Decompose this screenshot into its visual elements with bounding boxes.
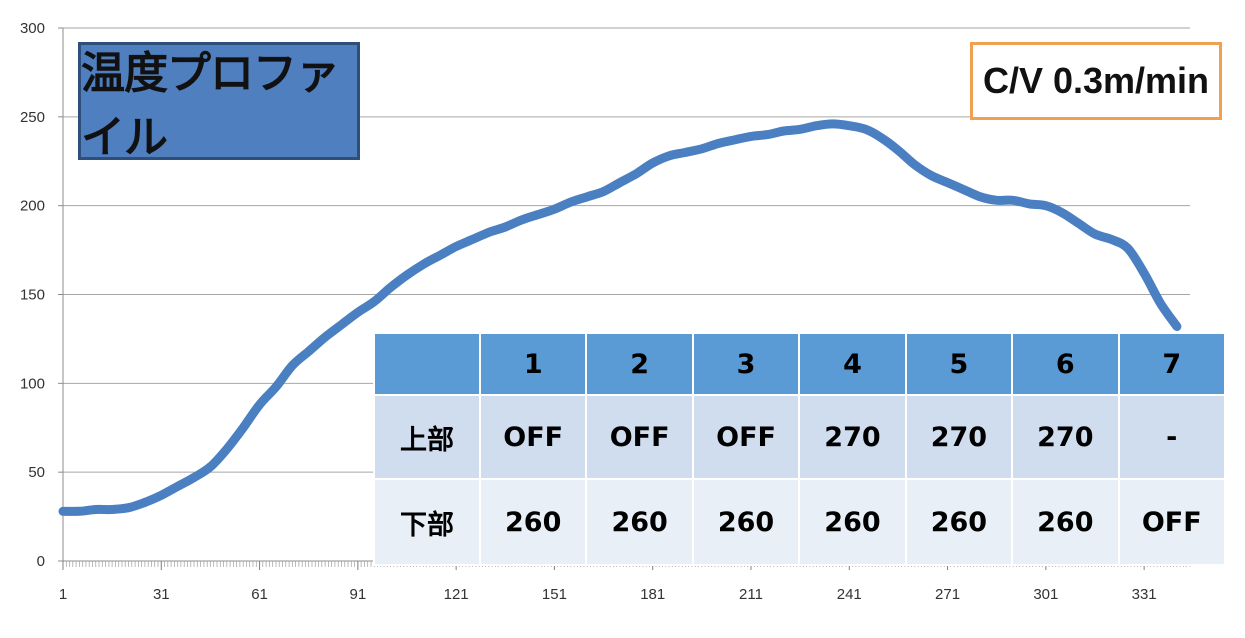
x-tick-label: 121	[444, 586, 469, 603]
upper-zone-2: OFF	[585, 394, 694, 480]
upper-zone-1: OFF	[478, 394, 588, 480]
zone-header-2: 2	[585, 332, 694, 396]
upper-zone-3: OFF	[691, 394, 801, 480]
temperature-series-line-0	[58, 119, 1182, 516]
x-tick-label: 331	[1132, 586, 1157, 603]
y-tick-label: 200	[20, 198, 45, 215]
x-tick-label: 211	[739, 586, 763, 603]
zone-header-3: 3	[691, 332, 801, 396]
y-tick-label: 300	[20, 20, 45, 37]
upper-zone-7: -	[1117, 394, 1227, 480]
upper-heater-row: 上部 OFF OFF OFF 270 270 270 -	[373, 394, 1227, 480]
x-tick-label: 61	[251, 586, 268, 603]
y-tick-label: 50	[28, 464, 45, 481]
lower-heater-row: 下部 260 260 260 260 260 260 OFF	[373, 478, 1227, 566]
zone-header-row: 1 2 3 4 5 6 7	[373, 332, 1227, 396]
x-tick-label: 271	[935, 586, 960, 603]
lower-zone-1: 260	[478, 478, 588, 566]
upper-zone-6: 270	[1011, 394, 1120, 480]
y-tick-label: 250	[20, 109, 45, 126]
zone-header-4: 4	[798, 332, 907, 396]
x-tick-label: 301	[1033, 586, 1058, 603]
upper-zone-5: 270	[904, 394, 1014, 480]
x-tick-label: 91	[350, 586, 367, 603]
zone-header-7: 7	[1117, 332, 1227, 396]
y-tick-label: 0	[37, 553, 45, 570]
lower-zone-4: 260	[798, 478, 907, 566]
zone-settings-table: 1 2 3 4 5 6 7 上部 OFF OFF OFF 270 270 270…	[373, 332, 1227, 566]
lower-zone-6: 260	[1011, 478, 1120, 566]
corner-cell	[373, 332, 481, 396]
x-axis-ticks: 1 31 61 91 121 151 181 211 241 271 301 331	[59, 561, 1191, 603]
row-label-upper: 上部	[373, 394, 481, 480]
zone-header-5: 5	[904, 332, 1014, 396]
x-tick-label: 241	[837, 586, 862, 603]
x-tick-label: 1	[59, 586, 67, 603]
upper-zone-4: 270	[798, 394, 907, 480]
lower-zone-7: OFF	[1117, 478, 1227, 566]
y-tick-label: 150	[20, 287, 45, 304]
series-layer	[58, 119, 1182, 516]
y-tick-label: 100	[20, 375, 45, 392]
chart-title-box: 温度プロファイル	[78, 42, 360, 163]
y-axis-ticks: 0 50 100 150 200 250 300	[20, 20, 63, 570]
zone-header-6: 6	[1011, 332, 1120, 396]
lower-zone-3: 260	[691, 478, 801, 566]
x-tick-label: 151	[542, 586, 567, 603]
lower-zone-2: 260	[585, 478, 694, 566]
row-label-lower: 下部	[373, 478, 481, 566]
x-tick-label: 31	[153, 586, 170, 603]
lower-zone-5: 260	[904, 478, 1014, 566]
x-tick-label: 181	[640, 586, 665, 603]
zone-header-1: 1	[478, 332, 588, 396]
conveyor-speed-box: C/V 0.3m/min	[970, 42, 1222, 120]
